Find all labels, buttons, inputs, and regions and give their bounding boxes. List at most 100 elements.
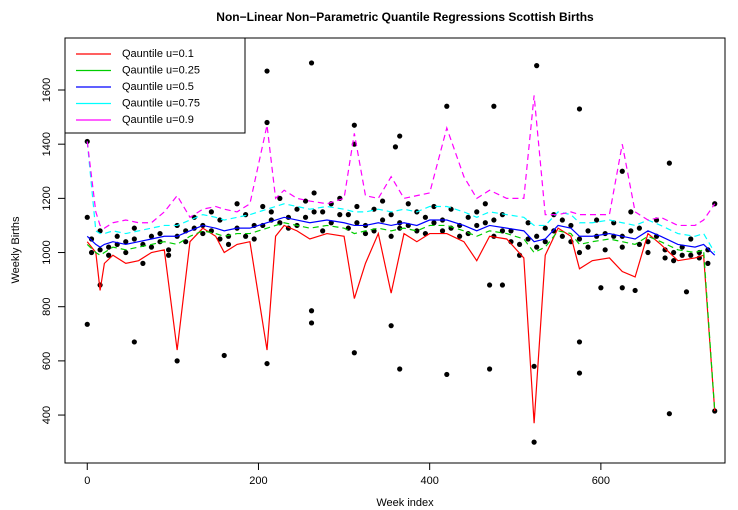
data-point <box>225 241 232 248</box>
y-tick-label: 400 <box>41 406 53 424</box>
data-point <box>362 230 369 237</box>
data-point <box>148 233 155 239</box>
data-point <box>482 220 488 226</box>
data-point <box>516 241 523 248</box>
data-point <box>114 233 120 239</box>
data-point <box>388 212 394 218</box>
data-point <box>632 287 638 294</box>
data-point <box>705 260 711 266</box>
legend-label: Qauntile u=0.1 <box>122 48 194 60</box>
chart-title: Non−Linear Non−Parametric Quantile Regre… <box>216 10 594 24</box>
data-point <box>174 358 180 364</box>
data-point <box>251 236 257 242</box>
data-point <box>542 239 548 245</box>
data-point <box>131 339 137 345</box>
data-point <box>345 212 351 218</box>
data-point <box>534 63 540 69</box>
data-point <box>499 282 506 288</box>
data-point <box>525 220 531 226</box>
data-point <box>576 370 583 376</box>
data-point <box>671 249 677 256</box>
data-point <box>140 260 146 266</box>
y-tick-label: 600 <box>41 352 53 370</box>
data-point <box>688 236 694 242</box>
y-tick-label: 800 <box>41 298 53 316</box>
data-point <box>320 209 326 215</box>
data-point <box>585 228 591 234</box>
data-point <box>645 239 651 245</box>
data-point <box>628 228 634 234</box>
data-point <box>84 214 90 220</box>
data-point <box>217 236 223 242</box>
x-axis-label: Week index <box>376 497 434 509</box>
data-point <box>531 363 537 369</box>
data-point <box>474 209 480 215</box>
data-point <box>499 212 506 218</box>
y-tick-label: 1400 <box>41 132 53 156</box>
data-point <box>277 195 283 201</box>
data-point <box>260 203 266 210</box>
data-point <box>264 68 270 74</box>
data-point <box>208 209 214 215</box>
legend-label: Qauntile u=0.25 <box>122 64 200 76</box>
legend-label: Qauntile u=0.5 <box>122 81 194 93</box>
data-point <box>474 222 480 229</box>
x-tick-label: 400 <box>420 475 438 487</box>
data-point <box>593 217 600 223</box>
data-point <box>397 225 403 231</box>
x-tick-label: 0 <box>84 475 90 487</box>
data-point <box>97 247 103 253</box>
data-point <box>662 255 668 261</box>
data-point <box>662 247 668 253</box>
quantile-line <box>86 222 716 412</box>
data-point <box>200 230 206 237</box>
data-point <box>106 252 112 258</box>
data-point <box>354 203 360 210</box>
data-point <box>559 217 565 223</box>
data-point <box>491 103 497 109</box>
data-point <box>542 225 548 231</box>
data-point <box>576 106 583 112</box>
data-point <box>457 233 463 239</box>
x-tick-label: 200 <box>249 475 267 487</box>
quantile-line <box>86 95 716 229</box>
data-point <box>671 258 677 264</box>
data-point <box>148 244 155 250</box>
data-point <box>351 122 357 128</box>
data-point <box>311 190 317 196</box>
data-point <box>431 203 437 210</box>
data-point <box>666 160 672 166</box>
data-point <box>397 366 403 372</box>
data-point <box>379 198 386 204</box>
data-point <box>106 244 112 250</box>
data-point <box>444 371 450 378</box>
data-point <box>294 206 300 212</box>
data-point <box>165 252 172 258</box>
y-tick-label: 1600 <box>41 78 53 102</box>
data-point <box>157 230 163 237</box>
data-point <box>405 201 411 207</box>
data-point <box>444 103 450 109</box>
data-point <box>131 225 137 231</box>
data-point <box>388 233 394 239</box>
data-point <box>268 209 274 215</box>
data-point <box>576 249 583 256</box>
x-tick-label: 600 <box>592 475 610 487</box>
quantile-line <box>86 216 716 256</box>
y-tick-label: 1200 <box>41 186 53 210</box>
data-point <box>217 217 223 223</box>
y-tick-label: 1000 <box>41 240 53 264</box>
data-point <box>379 217 386 223</box>
data-point <box>585 244 591 250</box>
y-axis-label: Weekly Births <box>10 216 22 284</box>
data-point <box>712 408 718 414</box>
data-point <box>123 239 129 245</box>
data-point <box>221 352 227 359</box>
data-point <box>491 217 497 223</box>
data-point <box>598 285 604 291</box>
data-point <box>88 236 95 242</box>
data-point <box>619 168 625 174</box>
data-point <box>243 233 249 239</box>
data-point <box>636 241 642 248</box>
quantile-line <box>86 224 716 424</box>
